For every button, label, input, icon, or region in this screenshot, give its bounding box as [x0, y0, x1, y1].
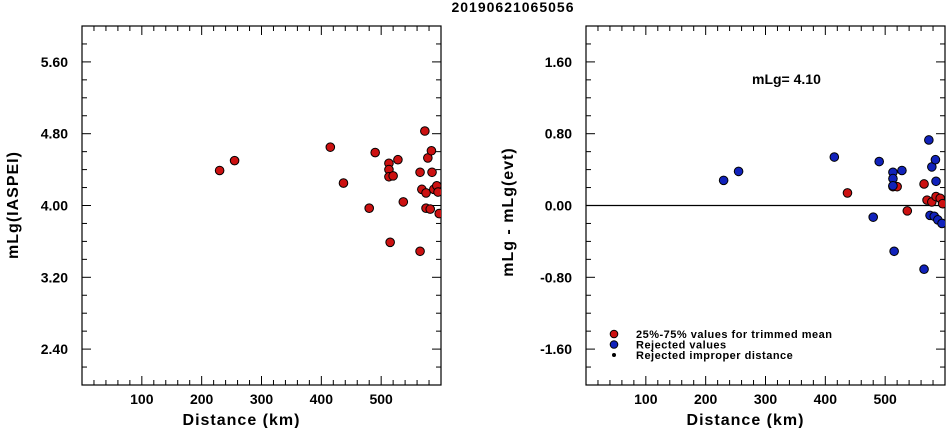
- data-point: [937, 198, 945, 209]
- data-point: [930, 154, 941, 165]
- data-point: [874, 156, 884, 167]
- y-tick-label: -0.80: [540, 269, 572, 285]
- y-tick-label: 3.20: [41, 269, 68, 285]
- data-points: [214, 126, 441, 257]
- data-point: [433, 187, 441, 197]
- mean-annotation: mLg= 4.10: [752, 71, 821, 87]
- data-point: [338, 178, 349, 188]
- x-tick-label: 400: [814, 391, 838, 407]
- y-tick-label: 5.60: [41, 54, 68, 70]
- legend-marker: [609, 329, 619, 339]
- data-point: [388, 171, 398, 181]
- data-point: [888, 180, 898, 191]
- data-points: [718, 135, 945, 275]
- x-tick-label: 500: [369, 391, 393, 407]
- figure-title: 20190621065056: [451, 0, 574, 15]
- data-point: [426, 145, 437, 156]
- y-tick-label: 0.80: [545, 126, 572, 142]
- data-point: [415, 167, 425, 178]
- left-panel: 100 200 300 400 500 2.40 3.20 4.00 4.80 5.60 Dista…: [5, 25, 442, 428]
- data-point: [370, 147, 380, 158]
- data-point: [902, 206, 913, 216]
- legend-marker: [609, 340, 619, 349]
- data-point: [364, 203, 375, 213]
- x-tick-label: 300: [754, 391, 778, 407]
- x-axis-label: Distance (km): [687, 412, 805, 428]
- data-point: [427, 167, 437, 178]
- y-tick-label: 4.80: [41, 126, 68, 142]
- x-tick-label: 200: [694, 391, 718, 407]
- data-point: [931, 176, 941, 187]
- y-tick-label: 0.00: [545, 198, 572, 214]
- plot-frame: [81, 25, 442, 386]
- data-point: [398, 197, 409, 207]
- data-point: [897, 165, 907, 176]
- legend-label: 25%-75% values for trimmed mean: [636, 329, 832, 341]
- legend-label: Rejected improper distance: [636, 350, 793, 362]
- y-tick-label: -1.60: [540, 341, 572, 357]
- legend-label: Rejected values: [636, 340, 727, 352]
- data-point: [842, 188, 853, 198]
- data-point: [868, 212, 879, 222]
- data-point: [924, 135, 934, 145]
- data-point: [425, 204, 436, 214]
- data-point: [919, 264, 929, 275]
- data-point: [325, 142, 336, 152]
- data-point: [829, 152, 840, 162]
- x-axis-label: Distance (km): [183, 412, 301, 428]
- data-point: [889, 246, 899, 257]
- x-tick-label: 300: [250, 391, 274, 407]
- x-tick-label: 100: [130, 391, 154, 407]
- x-tick-label: 400: [310, 391, 334, 407]
- data-point: [415, 246, 425, 257]
- right-panel: 100 200 300 400 500 -1.60 -0.80 0.00 0.80 1.60 Dis…: [500, 25, 946, 428]
- legend-marker: [612, 353, 616, 357]
- x-tick-label: 100: [634, 391, 658, 407]
- data-point: [937, 218, 945, 229]
- data-point: [214, 165, 225, 176]
- data-point: [229, 155, 240, 166]
- data-point: [421, 188, 431, 198]
- data-point: [718, 175, 729, 186]
- y-axis-label: mLg(IASPEI): [5, 151, 22, 259]
- y-tick-label: 2.40: [41, 341, 68, 357]
- x-tick-label: 200: [190, 391, 214, 407]
- y-tick-label: 4.00: [41, 198, 68, 214]
- y-tick-label: 1.60: [545, 54, 572, 70]
- y-axis-label: mLg - mLg(evt): [500, 147, 517, 277]
- data-point: [733, 166, 744, 177]
- data-point: [919, 179, 929, 189]
- x-tick-label: 500: [873, 391, 897, 407]
- data-point: [393, 154, 403, 165]
- data-point: [385, 237, 395, 248]
- data-point: [434, 208, 441, 219]
- data-point: [420, 126, 430, 136]
